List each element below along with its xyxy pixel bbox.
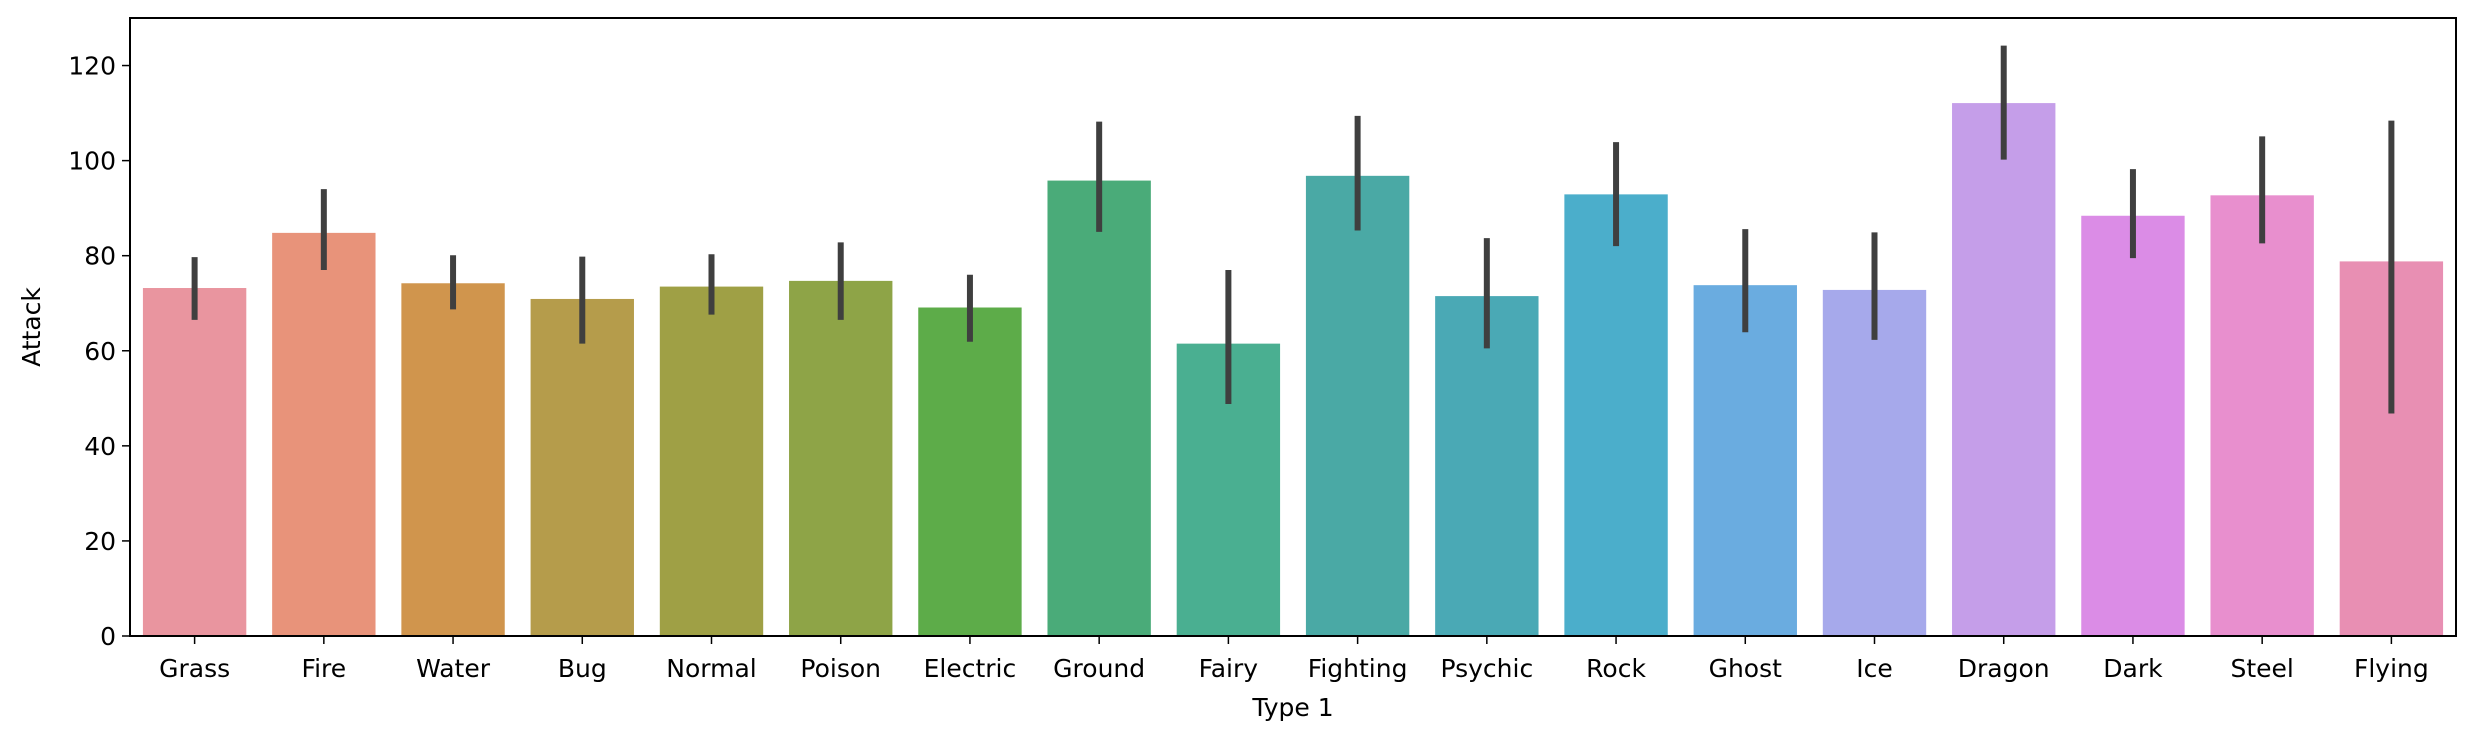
bar-ground — [1047, 180, 1151, 636]
x-tick-label: Ground — [1053, 654, 1145, 683]
x-tick-label: Dragon — [1958, 654, 2050, 683]
x-tick-label: Water — [416, 654, 491, 683]
y-axis-label: Attack — [17, 287, 46, 367]
plot-frame — [129, 17, 2457, 637]
x-axis-label: Type 1 — [1251, 693, 1333, 722]
x-tick-label: Steel — [2230, 654, 2293, 683]
x-tick-label: Grass — [159, 654, 230, 683]
y-tick-label: 120 — [68, 52, 116, 81]
bar-dark — [2081, 215, 2185, 636]
x-tick-label: Normal — [666, 654, 756, 683]
y-tick-label: 100 — [68, 147, 116, 176]
x-tick-label: Bug — [558, 654, 607, 683]
bars-layer — [142, 103, 2444, 637]
bar-fighting — [1305, 175, 1410, 636]
x-tick-label: Flying — [2354, 654, 2429, 683]
x-tick-label: Ice — [1856, 654, 1893, 683]
bar-fire — [272, 232, 376, 636]
bar-poison — [789, 280, 893, 636]
x-tick-label: Psychic — [1440, 654, 1533, 683]
x-axis: Grass Fire Water Bug Normal Poison Electric Gro… — [159, 636, 2429, 683]
bar-normal — [659, 286, 764, 636]
x-tick-label: Fighting — [1308, 654, 1408, 683]
x-tick-label: Electric — [924, 654, 1017, 683]
bar-grass — [142, 288, 247, 636]
x-tick-label: Ghost — [1709, 654, 1783, 683]
x-tick-label: Poison — [800, 654, 881, 683]
bar-ghost — [1693, 285, 1797, 636]
bar-psychic — [1435, 296, 1539, 636]
y-tick-label: 20 — [84, 527, 116, 556]
bar-bug — [530, 298, 634, 636]
x-tick-label: Rock — [1586, 654, 1646, 683]
bar-electric — [918, 307, 1022, 636]
x-tick-label: Dark — [2103, 654, 2163, 683]
bar-water — [401, 283, 505, 636]
bar-dragon — [1952, 103, 2056, 636]
y-tick-label: 80 — [84, 242, 116, 271]
y-tick-label: 0 — [100, 622, 116, 651]
y-tick-label: 60 — [84, 337, 116, 366]
bar-ice — [1822, 289, 1927, 636]
y-tick-label: 40 — [84, 432, 116, 461]
bar-steel — [2210, 195, 2314, 636]
y-axis: 0 20 40 60 80 100 120 — [68, 52, 130, 651]
bar-rock — [1564, 194, 1668, 637]
error-bars-layer — [191, 45, 2395, 414]
x-tick-label: Fairy — [1199, 654, 1259, 683]
x-tick-label: Fire — [302, 654, 347, 683]
